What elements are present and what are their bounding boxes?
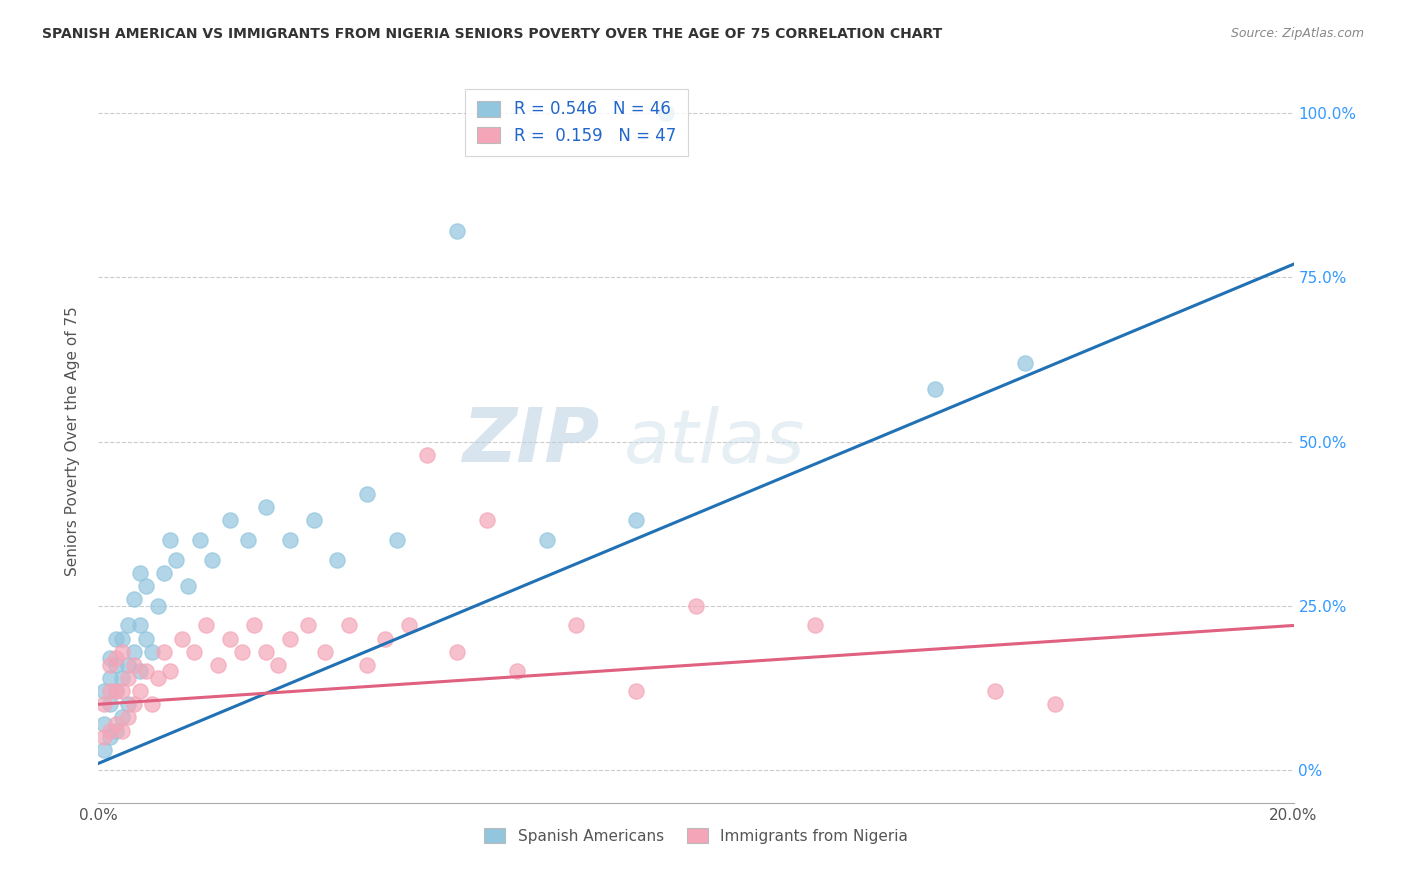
Point	[153, 645, 176, 659]
Point	[124, 645, 146, 659]
Point	[153, 566, 176, 580]
Point	[148, 671, 170, 685]
Point	[111, 684, 134, 698]
Point	[105, 723, 128, 738]
Point	[356, 657, 378, 672]
Point	[117, 710, 139, 724]
Point	[398, 618, 420, 632]
Point	[278, 533, 301, 547]
Point	[117, 657, 139, 672]
Point	[111, 671, 134, 685]
Point	[93, 730, 115, 744]
Point	[219, 632, 242, 646]
Point	[236, 533, 259, 547]
Point	[98, 698, 122, 712]
Point	[267, 657, 290, 672]
Point	[165, 553, 187, 567]
Point	[254, 645, 277, 659]
Point	[188, 533, 211, 547]
Point	[326, 553, 349, 567]
Point	[148, 599, 170, 613]
Point	[105, 717, 128, 731]
Point	[135, 579, 157, 593]
Point	[385, 533, 409, 547]
Point	[254, 500, 277, 515]
Point	[105, 651, 128, 665]
Text: Source: ZipAtlas.com: Source: ZipAtlas.com	[1230, 27, 1364, 40]
Point	[141, 645, 163, 659]
Y-axis label: Seniors Poverty Over the Age of 75: Seniors Poverty Over the Age of 75	[65, 307, 80, 576]
Point	[129, 684, 152, 698]
Point	[506, 665, 529, 679]
Text: ZIP: ZIP	[463, 405, 600, 478]
Point	[374, 632, 396, 646]
Point	[111, 645, 134, 659]
Point	[177, 579, 200, 593]
Point	[685, 599, 707, 613]
Point	[111, 723, 134, 738]
Point	[219, 513, 242, 527]
Point	[924, 382, 946, 396]
Point	[111, 632, 134, 646]
Point	[172, 632, 194, 646]
Point	[117, 698, 139, 712]
Point	[135, 632, 157, 646]
Point	[278, 632, 301, 646]
Point	[98, 723, 122, 738]
Point	[111, 710, 134, 724]
Point	[446, 645, 468, 659]
Point	[124, 592, 146, 607]
Text: SPANISH AMERICAN VS IMMIGRANTS FROM NIGERIA SENIORS POVERTY OVER THE AGE OF 75 C: SPANISH AMERICAN VS IMMIGRANTS FROM NIGE…	[42, 27, 942, 41]
Text: atlas: atlas	[624, 406, 806, 477]
Point	[93, 717, 115, 731]
Point	[207, 657, 229, 672]
Point	[105, 657, 128, 672]
Point	[129, 566, 152, 580]
Point	[297, 618, 319, 632]
Point	[141, 698, 163, 712]
Point	[655, 106, 678, 120]
Point	[105, 684, 128, 698]
Point	[129, 618, 152, 632]
Point	[98, 657, 122, 672]
Point	[315, 645, 337, 659]
Point	[416, 448, 439, 462]
Point	[536, 533, 558, 547]
Point	[129, 665, 152, 679]
Point	[124, 698, 146, 712]
Legend: Spanish Americans, Immigrants from Nigeria: Spanish Americans, Immigrants from Niger…	[475, 819, 917, 853]
Point	[98, 651, 122, 665]
Point	[356, 487, 378, 501]
Point	[105, 684, 128, 698]
Point	[984, 684, 1007, 698]
Point	[201, 553, 224, 567]
Point	[339, 618, 361, 632]
Point	[626, 684, 648, 698]
Point	[117, 671, 139, 685]
Point	[93, 684, 115, 698]
Point	[302, 513, 325, 527]
Point	[243, 618, 266, 632]
Point	[93, 698, 115, 712]
Point	[117, 618, 139, 632]
Point	[98, 671, 122, 685]
Point	[183, 645, 205, 659]
Point	[159, 665, 181, 679]
Point	[135, 665, 157, 679]
Point	[124, 657, 146, 672]
Point	[475, 513, 498, 527]
Point	[159, 533, 181, 547]
Point	[565, 618, 588, 632]
Point	[804, 618, 827, 632]
Point	[98, 730, 122, 744]
Point	[195, 618, 218, 632]
Point	[105, 632, 128, 646]
Point	[1043, 698, 1066, 712]
Point	[626, 513, 648, 527]
Point	[446, 224, 468, 238]
Point	[93, 743, 115, 757]
Point	[98, 684, 122, 698]
Point	[1014, 356, 1036, 370]
Point	[231, 645, 253, 659]
